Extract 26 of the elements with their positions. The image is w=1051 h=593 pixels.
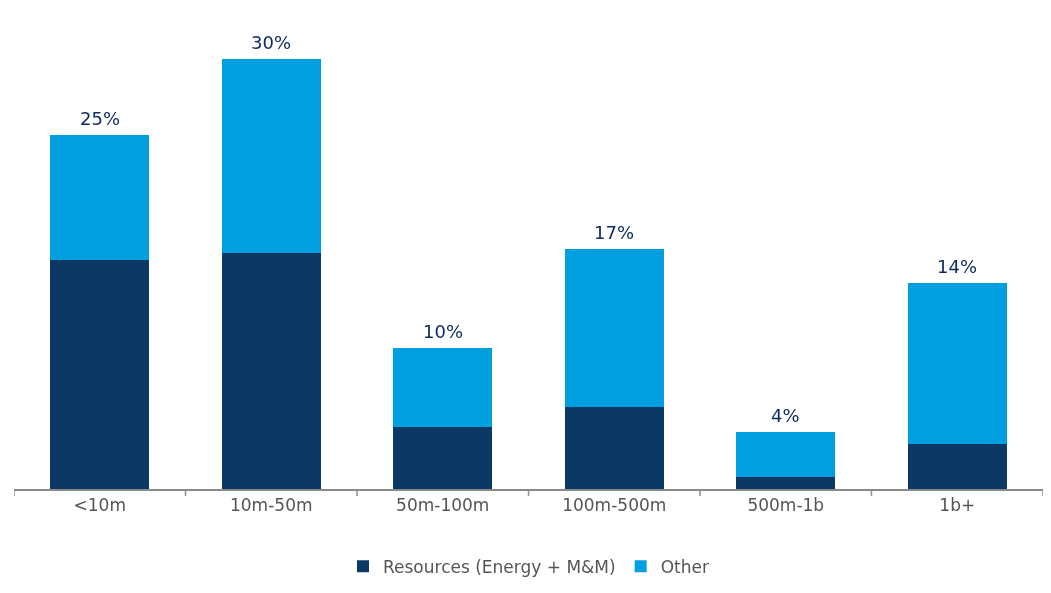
annotation: 14% — [937, 256, 978, 277]
x-tick-label: 500m-1b — [747, 495, 825, 516]
bar — [736, 476, 836, 489]
bar — [221, 252, 321, 489]
bar — [393, 347, 493, 428]
annotation: 17% — [594, 222, 635, 243]
bar — [50, 259, 150, 489]
legend-label: Other — [660, 556, 709, 577]
bar — [221, 59, 321, 253]
annotation: 25% — [80, 108, 121, 129]
x-tick-label: <10m — [73, 495, 126, 516]
bar — [393, 427, 493, 489]
bar — [50, 135, 150, 260]
x-tick-label: 50m-100m — [396, 495, 490, 516]
legend-label: Resources (Energy + M&M) — [383, 556, 616, 577]
bar — [736, 431, 836, 477]
x-tick-label: 1b+ — [939, 495, 976, 516]
bar — [564, 249, 664, 408]
annotation: 10% — [423, 321, 464, 342]
bar — [907, 444, 1007, 489]
bar — [907, 283, 1007, 445]
x-tick-label: 10m-50m — [229, 495, 313, 516]
bar — [564, 407, 664, 489]
annotation: 30% — [251, 32, 292, 53]
x-tick-label: 100m-500m — [562, 495, 667, 516]
annotation: 4% — [771, 405, 800, 426]
